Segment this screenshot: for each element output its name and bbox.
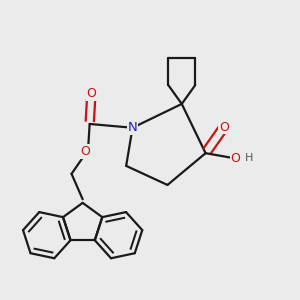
Text: O: O <box>219 121 229 134</box>
Text: N: N <box>128 121 137 134</box>
Text: O: O <box>230 152 240 165</box>
Text: O: O <box>86 87 96 100</box>
Text: H: H <box>245 152 253 163</box>
Text: O: O <box>80 145 90 158</box>
